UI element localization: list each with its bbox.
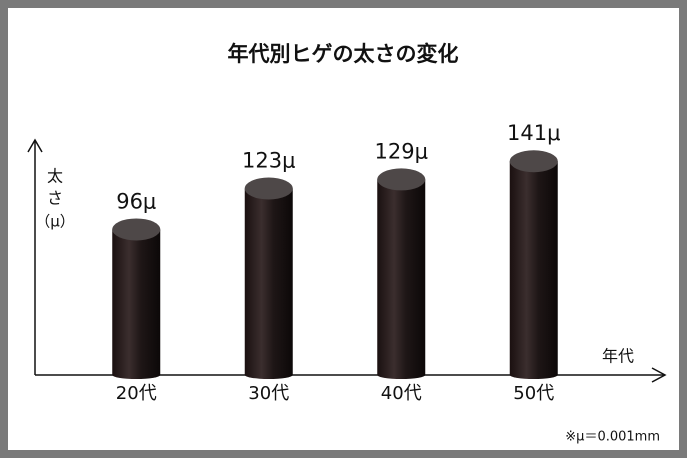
y-label: （μ） <box>35 213 75 231</box>
y-label: さ <box>47 189 63 208</box>
x-tick-label: 30代 <box>248 383 289 404</box>
value-label: 141μ <box>507 121 560 145</box>
note: ※μ＝0.001mm <box>565 430 660 445</box>
y-label: 太 <box>47 167 63 186</box>
value-label: 96μ <box>116 189 156 213</box>
x-axis-arrow <box>651 367 667 383</box>
chart-title: 年代別ヒゲの太さの変化 <box>228 42 459 66</box>
bar-top <box>244 177 293 200</box>
bar-top <box>509 150 558 173</box>
value-label: 129μ <box>375 139 428 163</box>
bar <box>244 188 293 379</box>
y-axis-arrow <box>27 138 43 153</box>
x-tick-label: 50代 <box>513 383 554 404</box>
x-tick-label: 20代 <box>116 383 157 404</box>
x-label: 年代 <box>602 347 634 366</box>
bar-top <box>377 168 426 191</box>
bar <box>377 179 426 379</box>
value-label: 123μ <box>242 149 295 173</box>
bar-top <box>112 218 161 241</box>
bar <box>112 229 161 379</box>
x-tick-label: 40代 <box>381 383 422 404</box>
bar <box>509 161 558 379</box>
